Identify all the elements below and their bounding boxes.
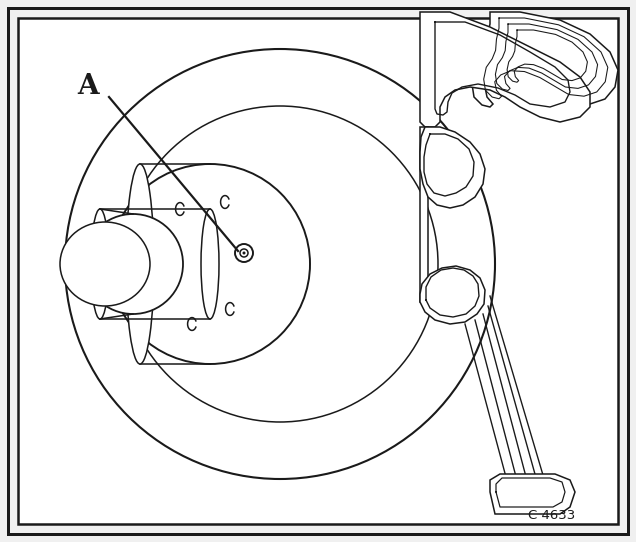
Polygon shape (420, 266, 485, 324)
Polygon shape (420, 127, 428, 304)
Circle shape (242, 251, 245, 255)
Polygon shape (472, 12, 618, 107)
Polygon shape (420, 12, 590, 127)
Ellipse shape (110, 164, 310, 364)
Circle shape (65, 49, 495, 479)
Ellipse shape (91, 209, 109, 319)
Ellipse shape (83, 214, 183, 314)
Polygon shape (420, 127, 485, 208)
Polygon shape (490, 474, 575, 514)
Text: C 4633: C 4633 (528, 509, 575, 522)
Ellipse shape (201, 209, 219, 319)
Text: A: A (77, 74, 99, 100)
Ellipse shape (126, 164, 154, 364)
Ellipse shape (60, 222, 150, 306)
